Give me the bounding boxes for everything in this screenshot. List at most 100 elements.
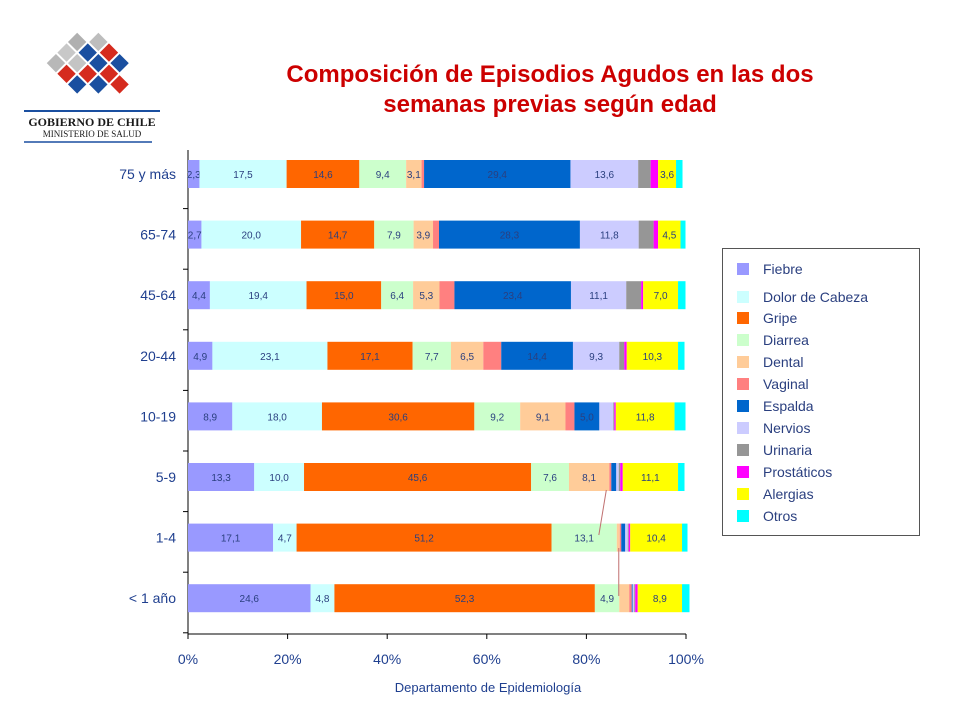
- logo-emblem-icon: [46, 32, 129, 94]
- bar-segment: [450, 341, 484, 370]
- bar-data-label: 20,0: [242, 231, 262, 242]
- bar-data-label: 11,1: [589, 291, 608, 302]
- bar-segment: [619, 341, 625, 370]
- bar-segment: [674, 402, 686, 431]
- x-tick-label: 0%: [178, 651, 198, 667]
- legend-swatch: [737, 510, 749, 522]
- bar-segment: [212, 341, 328, 370]
- legend-swatch: [737, 422, 749, 434]
- bar-data-label: 4,7: [278, 534, 292, 545]
- legend-label: Dental: [763, 354, 804, 370]
- bar-segment: [643, 281, 679, 310]
- legend-label: Gripe: [763, 310, 798, 326]
- bar-segment: [614, 402, 616, 431]
- bar-data-label: 8,9: [203, 412, 217, 423]
- bar-segment: [621, 523, 626, 552]
- bar-data-label: 4,4: [192, 291, 206, 302]
- bar-segment: [630, 523, 683, 552]
- y-category-label: 1-4: [156, 530, 176, 546]
- legend-swatch: [737, 263, 749, 275]
- y-category-label: 10-19: [140, 408, 176, 424]
- bar-segment: [421, 160, 425, 188]
- bar-data-label: 8,1: [582, 473, 596, 484]
- bar-segment: [628, 523, 631, 552]
- bar-segment: [616, 463, 619, 491]
- bar-segment: [635, 584, 638, 613]
- x-tick-label: 20%: [274, 651, 302, 667]
- bar-data-label: 3,6: [660, 170, 674, 181]
- bar-segment: [438, 220, 580, 249]
- bar-data-label: 3,1: [407, 170, 421, 181]
- bar-segment: [622, 463, 679, 491]
- bar-segment: [574, 402, 600, 431]
- bar-segment: [188, 584, 311, 613]
- bar-segment: [306, 281, 382, 310]
- bar-segment: [327, 341, 413, 370]
- bar-data-label: 7,7: [425, 352, 439, 363]
- bar-data-label: 13,1: [574, 534, 594, 545]
- bar-data-label: 9,2: [490, 412, 504, 423]
- bar-segment: [678, 281, 686, 310]
- bar-data-label: 5,3: [419, 291, 433, 302]
- bar-segment: [201, 220, 302, 249]
- bar-segment: [412, 341, 451, 370]
- legend-label: Alergias: [763, 486, 814, 502]
- x-tick-label: 80%: [572, 651, 600, 667]
- bar-segment: [188, 402, 233, 431]
- legend-swatch: [737, 378, 749, 390]
- bar-segment: [637, 584, 683, 613]
- bar-data-label: 29,4: [488, 170, 508, 181]
- bar-segment: [304, 463, 532, 491]
- legend-label: Prostáticos: [763, 464, 833, 480]
- bar-segment: [188, 341, 213, 370]
- bar-segment: [474, 402, 521, 431]
- legend-label: Vaginal: [763, 376, 809, 392]
- gobierno-de-chile-logo: GOBIERNO DE CHILE MINISTERIO DE SALUD: [24, 32, 160, 143]
- legend-label: Fiebre: [763, 261, 803, 277]
- y-category-label: < 1 año: [129, 590, 176, 606]
- bar-data-label: 9,3: [589, 352, 603, 363]
- bar-segment: [579, 220, 639, 249]
- bar-segment: [572, 341, 620, 370]
- bar-data-label: 6,5: [460, 352, 474, 363]
- bar-segment: [413, 281, 440, 310]
- bar-segment: [616, 523, 620, 552]
- legend-swatch: [737, 312, 749, 324]
- bar-data-label: 3,9: [416, 231, 430, 242]
- legend-label: Diarrea: [763, 332, 809, 348]
- bar-data-label: 19,4: [248, 291, 268, 302]
- bar-segment: [631, 584, 633, 613]
- bar-segment: [520, 402, 566, 431]
- bar-segment: [676, 160, 683, 188]
- bar-segment: [678, 463, 685, 491]
- bar-data-label: 15,0: [334, 291, 354, 302]
- bar-segment: [682, 584, 690, 613]
- x-tick-label: 40%: [373, 651, 401, 667]
- bar-segment: [624, 341, 627, 370]
- bar-segment: [620, 463, 623, 491]
- bar-segment: [439, 281, 455, 310]
- bar-segment: [594, 584, 620, 613]
- bar-segment: [381, 281, 414, 310]
- bar-segment: [296, 523, 552, 552]
- bar-data-label: 4,9: [193, 352, 207, 363]
- bar-segment: [483, 341, 502, 370]
- bar-segment: [424, 160, 571, 188]
- bar-data-label: 24,6: [240, 594, 260, 605]
- bar-data-label: 10,0: [269, 473, 289, 484]
- bar-data-label: 17,1: [360, 352, 380, 363]
- x-tick-label: 60%: [473, 651, 501, 667]
- bar-data-label: 7,0: [654, 291, 668, 302]
- chart-title-line2: semanas previas según edad: [383, 91, 717, 118]
- bar-segment: [188, 160, 200, 188]
- bar-segment: [611, 463, 617, 491]
- chart-legend: Fiebre Dolor de Cabeza Gripe Diarrea Dental V…: [722, 248, 920, 536]
- bar-segment: [618, 463, 621, 491]
- bar-segment: [627, 523, 629, 552]
- bar-data-label: 28,3: [500, 231, 520, 242]
- bar-data-label: 51,2: [414, 534, 434, 545]
- bar-data-label: 17,5: [233, 170, 253, 181]
- bar-segment: [359, 160, 407, 188]
- bar-data-label: 10,4: [646, 534, 666, 545]
- legend-swatch: [737, 291, 749, 303]
